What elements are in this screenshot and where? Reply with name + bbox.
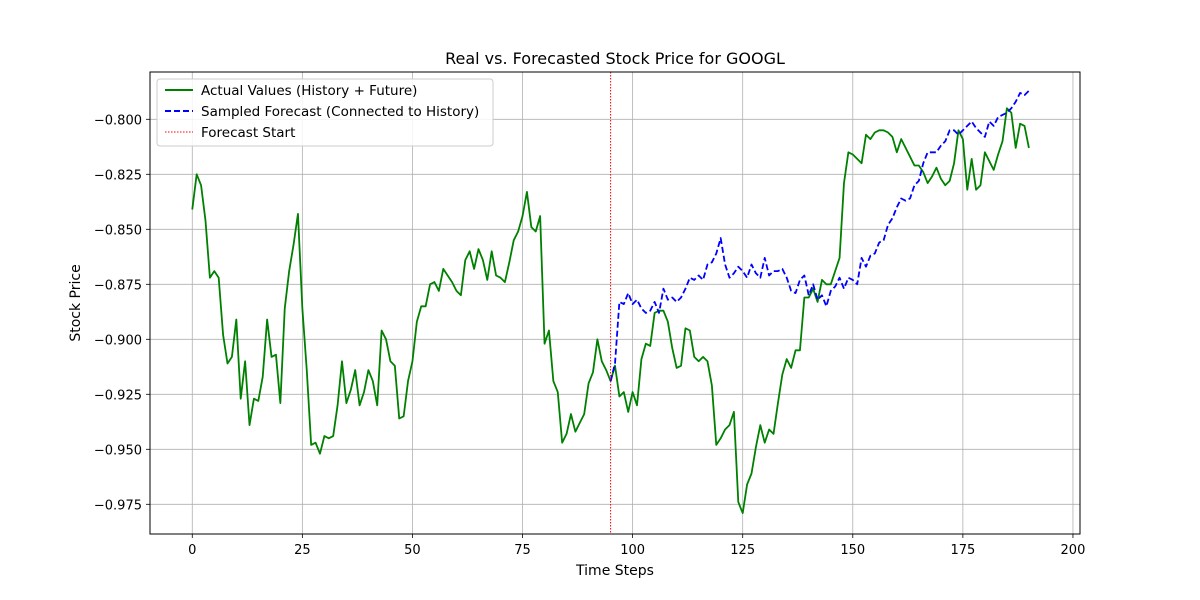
sampled-forecast-line [609,90,1030,382]
legend-label-forecast-start: Forecast Start [201,125,295,141]
legend-box [156,78,494,147]
legend-label-forecast: Sampled Forecast (Connected to History) [201,104,479,120]
x-tick-label: 25 [294,543,311,558]
x-tick-label: 50 [404,543,421,558]
y-tick-label: −0.800 [94,113,142,128]
x-tick-label: 0 [188,543,196,558]
x-tick-label: 200 [1061,543,1086,558]
x-tick-label: 150 [840,543,865,558]
legend: Actual Values (History + Future) Sampled… [156,78,494,147]
legend-label-actual: Actual Values (History + Future) [201,83,417,99]
chart-title: Real vs. Forecasted Stock Price for GOOG… [445,49,785,68]
y-axis-label: Stock Price [68,264,84,341]
y-tick-label: −0.925 [94,388,142,403]
y-tick-label: −0.875 [94,278,142,293]
y-tick-label: −0.825 [94,168,142,183]
plot-area [191,72,1030,534]
axes-frame [149,71,1081,535]
y-tick-label: −0.950 [94,443,142,458]
axis-ticks: 0 25 50 75 100 125 150 175 200 −0.975 −0.950 −0.925… [94,113,1085,558]
y-tick-label: −0.900 [94,333,142,348]
x-tick-label: 175 [950,543,975,558]
x-tick-label: 100 [620,543,645,558]
x-axis-label: Time Steps [575,563,654,579]
x-tick-label: 125 [730,543,755,558]
y-tick-label: −0.975 [94,498,142,513]
y-tick-label: −0.850 [94,223,142,238]
x-tick-label: 75 [514,543,531,558]
